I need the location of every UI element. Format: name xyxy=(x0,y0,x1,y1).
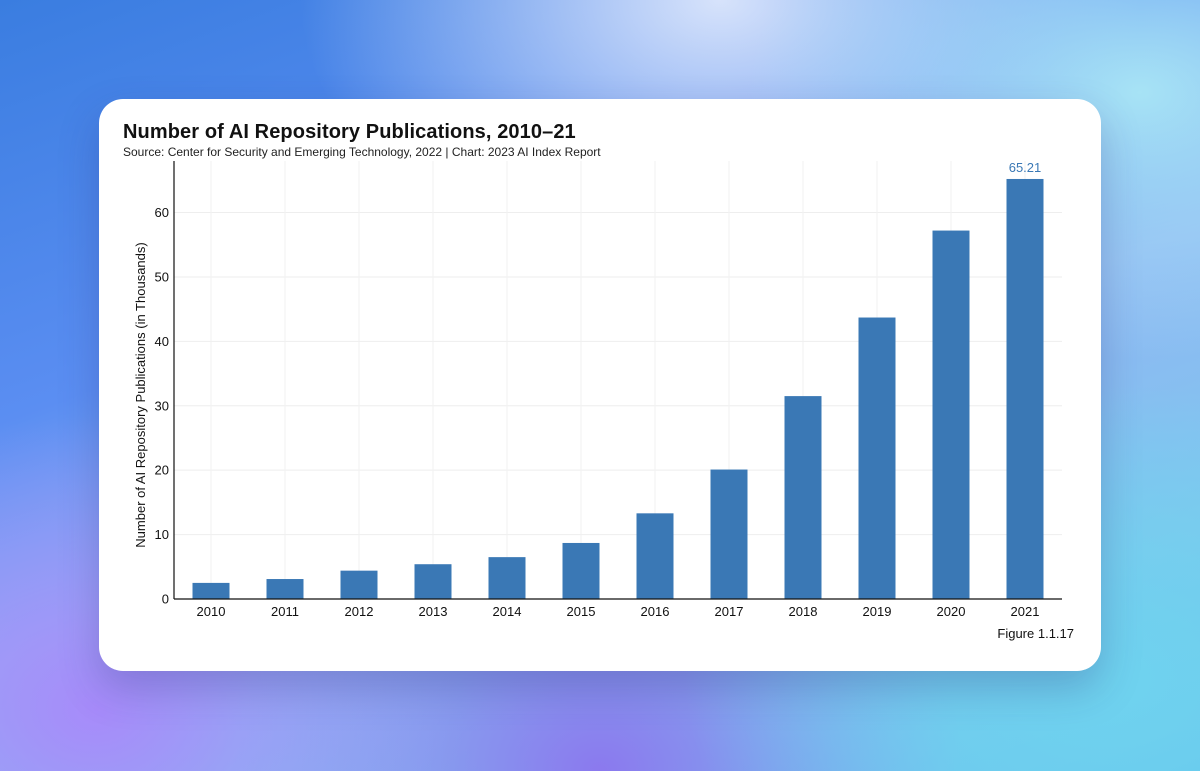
chart-card: Number of AI Repository Publications, 20… xyxy=(99,99,1101,671)
chart-title: Number of AI Repository Publications, 20… xyxy=(123,121,576,143)
x-tick-label: 2014 xyxy=(493,604,522,619)
y-axis-title: Number of AI Repository Publications (in… xyxy=(133,242,148,547)
x-tick-label: 2015 xyxy=(567,604,596,619)
bar-2014 xyxy=(488,557,526,599)
bars xyxy=(192,178,1044,600)
x-tick-label: 2016 xyxy=(641,604,670,619)
figure-label: Figure 1.1.17 xyxy=(997,626,1074,641)
x-tick-label: 2010 xyxy=(197,604,226,619)
bar-2018 xyxy=(784,396,822,599)
x-tick-label: 2019 xyxy=(863,604,892,619)
y-tick-label: 60 xyxy=(155,205,169,220)
x-tick-label: 2021 xyxy=(1011,604,1040,619)
x-tick-label: 2011 xyxy=(271,604,299,619)
bar-2016 xyxy=(636,513,674,599)
tick-labels: 0 10 20 30 40 50 60 2010 2011 2012 2013 2014 2015 201… xyxy=(155,160,1042,619)
bar-2020 xyxy=(932,230,970,600)
y-tick-label: 0 xyxy=(162,592,169,607)
axes xyxy=(173,161,1062,600)
y-tick-label: 30 xyxy=(155,398,169,413)
bar-2021 xyxy=(1006,178,1044,599)
bar-2013 xyxy=(414,564,452,599)
x-tick-label: 2020 xyxy=(937,604,966,619)
data-label: 65.21 xyxy=(1009,160,1042,175)
x-tick-label: 2012 xyxy=(345,604,374,619)
y-tick-label: 10 xyxy=(155,527,169,542)
bar-2017 xyxy=(710,469,748,599)
gridlines xyxy=(174,161,1062,599)
x-tick-label: 2017 xyxy=(715,604,744,619)
y-tick-label: 40 xyxy=(155,334,169,349)
x-tick-label: 2013 xyxy=(419,604,448,619)
bar-2019 xyxy=(858,317,896,599)
bar-2012 xyxy=(340,570,378,599)
y-tick-label: 50 xyxy=(155,269,169,284)
y-tick-label: 20 xyxy=(155,463,169,478)
bar-2015 xyxy=(562,542,600,599)
bar-chart: 0 10 20 30 40 50 60 2010 2011 2012 2013 2014 2015 201… xyxy=(133,160,1062,619)
x-tick-label: 2018 xyxy=(789,604,818,619)
bar-2011 xyxy=(266,579,304,599)
bar-2010 xyxy=(192,582,230,599)
chart-subtitle: Source: Center for Security and Emerging… xyxy=(123,145,601,159)
